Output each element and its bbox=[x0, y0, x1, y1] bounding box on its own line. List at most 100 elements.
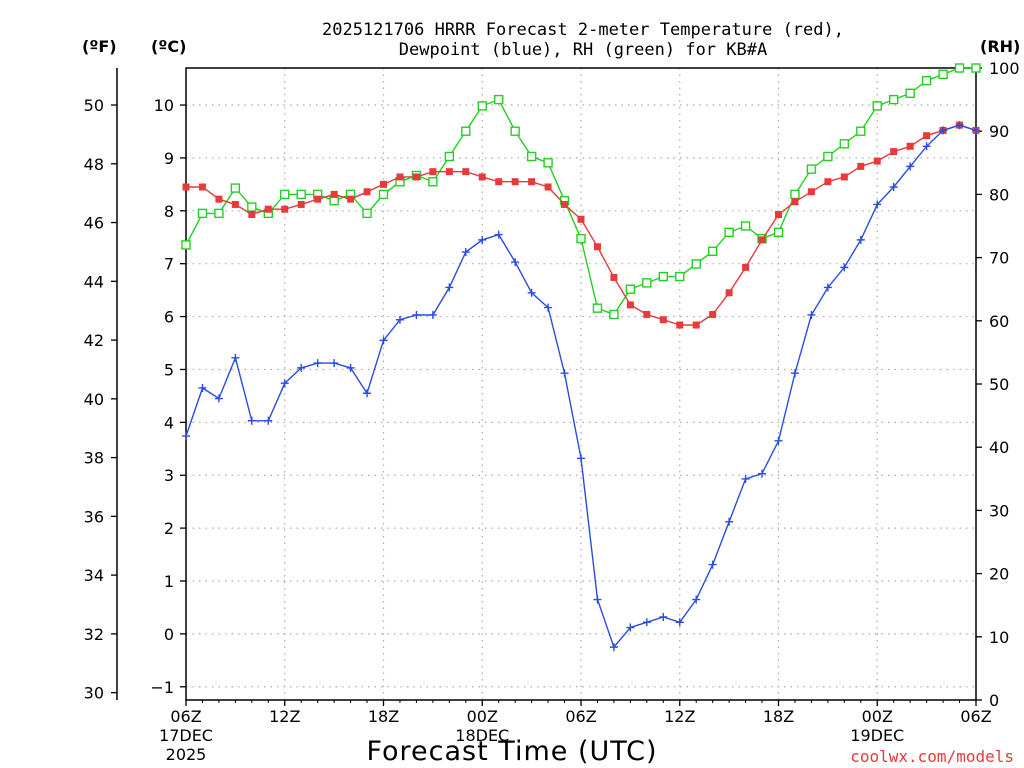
temperature-point bbox=[626, 301, 634, 309]
temperature-point bbox=[363, 188, 371, 196]
celsius-tick-label: 1 bbox=[164, 572, 174, 591]
rh-point bbox=[658, 271, 668, 282]
rh-point bbox=[378, 189, 389, 200]
dewpoint-point bbox=[708, 560, 717, 569]
temperature-point bbox=[890, 148, 898, 156]
temperature-point bbox=[709, 310, 717, 318]
rh-tick-label: 20 bbox=[989, 565, 1009, 584]
temperature-point bbox=[198, 183, 206, 191]
dewpoint-point bbox=[544, 303, 553, 312]
time-tick-label: 00Z bbox=[467, 707, 498, 726]
rh-point bbox=[625, 284, 636, 294]
dewpoint-point bbox=[214, 394, 223, 403]
rh-point bbox=[642, 278, 652, 288]
rh-point bbox=[280, 189, 290, 200]
dewpoint-point bbox=[461, 248, 470, 257]
series-2-meter-temperature bbox=[182, 121, 980, 329]
temperature-point bbox=[906, 142, 914, 150]
fahrenheit-tick-label: 50 bbox=[84, 96, 104, 115]
temperature-point bbox=[742, 263, 750, 271]
rh-point bbox=[675, 271, 685, 282]
celsius-tick-label: 0 bbox=[164, 625, 174, 644]
fahrenheit-tick-label: 46 bbox=[84, 214, 104, 233]
time-tick-label: 18Z bbox=[368, 707, 399, 726]
rh-point bbox=[230, 183, 241, 193]
fahrenheit-unit-label: (ºF) bbox=[82, 37, 117, 56]
dewpoint-point bbox=[527, 288, 536, 297]
rh-point bbox=[543, 158, 553, 168]
rh-point bbox=[181, 240, 191, 250]
dewpoint-point bbox=[280, 379, 289, 388]
fahrenheit-tick-label: 32 bbox=[84, 625, 104, 644]
rh-point bbox=[197, 208, 208, 219]
rh-tick-label: 0 bbox=[989, 691, 999, 710]
dewpoint-point bbox=[198, 383, 207, 392]
temperature-point bbox=[380, 180, 387, 188]
dewpoint-point bbox=[856, 235, 865, 244]
dewpoint-point bbox=[675, 618, 684, 627]
dewpoint-point bbox=[264, 416, 273, 425]
time-tick-label: 06Z bbox=[565, 707, 596, 726]
dewpoint-point bbox=[231, 353, 240, 362]
dewpoint-point bbox=[790, 369, 799, 378]
rh-tick-label: 90 bbox=[989, 122, 1009, 141]
temperature-point bbox=[758, 236, 766, 244]
rh-tick-label: 40 bbox=[989, 438, 1009, 457]
celsius-tick-label: 3 bbox=[164, 466, 174, 485]
rh-tick-label: 100 bbox=[989, 59, 1020, 78]
dewpoint-point bbox=[922, 142, 931, 151]
rh-point bbox=[494, 94, 504, 105]
temperature-point bbox=[478, 173, 486, 181]
dewpoint-point bbox=[642, 618, 651, 627]
rh-point bbox=[526, 151, 537, 162]
dewpoint-point bbox=[560, 369, 569, 378]
rh-point bbox=[609, 309, 619, 320]
rh-point bbox=[329, 196, 339, 206]
series-dewpoint bbox=[182, 121, 980, 652]
rh-tick-label: 80 bbox=[989, 185, 1009, 204]
temperature-point bbox=[281, 205, 289, 213]
dewpoint-point bbox=[395, 315, 404, 324]
rh-point bbox=[428, 177, 438, 187]
temperature-point bbox=[215, 195, 223, 203]
dewpoint-point bbox=[692, 595, 701, 604]
temperature-point bbox=[676, 321, 684, 329]
watermark: coolwx.com/models bbox=[850, 747, 1014, 766]
rh-axis: 0 10 20 30 40 50 60 70 80 90 100 bbox=[976, 59, 1020, 710]
time-tick-label: 12Z bbox=[269, 707, 300, 726]
dewpoint-point bbox=[363, 389, 372, 398]
temperature-point bbox=[412, 173, 420, 181]
temperature-point bbox=[544, 183, 552, 191]
celsius-tick-label: 5 bbox=[164, 360, 174, 379]
temperature-point bbox=[577, 215, 585, 223]
dewpoint-point bbox=[889, 182, 898, 191]
temperature-point bbox=[775, 210, 782, 218]
time-tick-date: 17DEC bbox=[159, 726, 213, 745]
dewpoint-point bbox=[626, 623, 635, 632]
rh-point bbox=[214, 208, 224, 219]
rh-point bbox=[921, 75, 932, 86]
rh-point bbox=[773, 227, 784, 238]
dewpoint-point bbox=[873, 200, 882, 209]
temperature-point bbox=[182, 183, 190, 191]
celsius-axis: −1 0 1 2 3 4 5 6 7 8 9 10 bbox=[150, 96, 186, 697]
temperature-point bbox=[429, 168, 437, 176]
temperature-point bbox=[330, 190, 338, 198]
rh-point bbox=[691, 259, 701, 269]
celsius-tick-label: 9 bbox=[164, 149, 174, 168]
time-tick-label: 00Z bbox=[862, 707, 893, 726]
rh-point bbox=[889, 94, 899, 105]
celsius-tick-label: 6 bbox=[164, 308, 174, 327]
celsius-tick-label: 4 bbox=[164, 413, 174, 432]
temperature-point bbox=[807, 188, 815, 196]
time-tick-label: 12Z bbox=[664, 707, 695, 726]
temperature-point bbox=[264, 205, 272, 213]
temperature-point bbox=[824, 178, 832, 186]
temperature-point bbox=[659, 316, 667, 324]
rh-point bbox=[954, 63, 965, 73]
rh-point bbox=[477, 101, 487, 111]
dewpoint-point bbox=[478, 235, 487, 244]
temperature-point bbox=[462, 168, 470, 176]
rh-point bbox=[872, 101, 882, 111]
fahrenheit-tick-label: 34 bbox=[84, 566, 104, 585]
